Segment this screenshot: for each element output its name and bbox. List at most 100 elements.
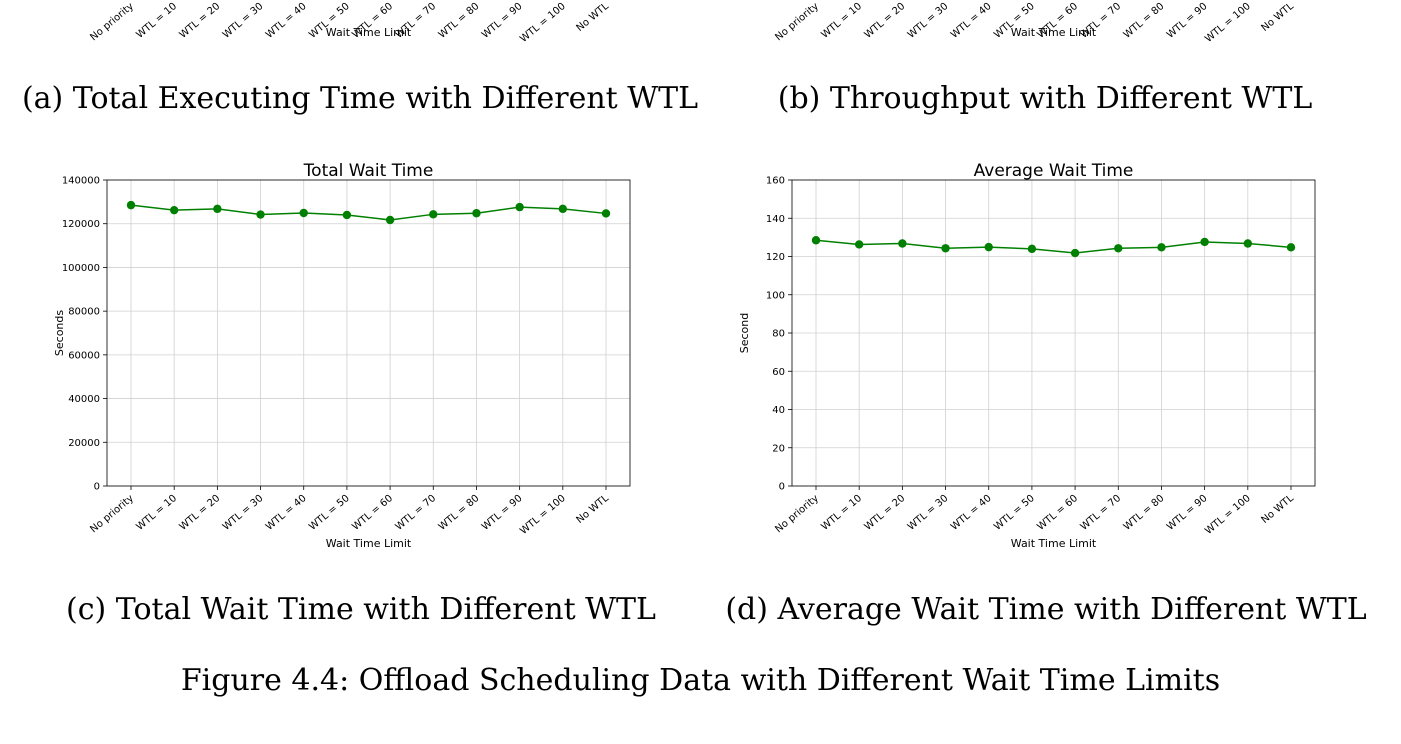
chart-b-x-tick-label: WTL = 80	[1122, 1, 1167, 41]
chart-d-x-axis-label: Wait Time Limit	[1011, 537, 1097, 550]
chart-d-title: Average Wait Time	[974, 161, 1134, 181]
chart-b-x-tick-label: No WTL	[1259, 1, 1296, 34]
chart-c-data-point	[385, 215, 395, 225]
chart-c-y-tick-label: 0	[94, 482, 100, 493]
chart-c-data-point	[299, 208, 308, 218]
chart-d-data-point	[811, 236, 821, 245]
chart-c-y-tick-label: 100000	[62, 263, 100, 274]
chart-d-x-tick-label: WTL = 30	[906, 493, 951, 533]
chart-d-data-point	[854, 240, 864, 249]
chart-a-x-tick-label: No WTL	[574, 1, 611, 34]
chart-d-series-line	[815, 239, 1292, 254]
chart-d-x-tick-label: WTL = 40	[949, 493, 994, 533]
chart-c-x-tick-label: WTL = 80	[437, 493, 482, 533]
chart-total-wait-time: 0 20000 40000 60000 80000 100000 120000 140000 N…	[53, 161, 631, 550]
chart-a-x-tick-label: WTL = 20	[178, 1, 223, 41]
chart-d-y-tick-label: 80	[772, 329, 785, 340]
chart-c-data-point	[429, 210, 438, 219]
chart-d-data-point	[984, 242, 993, 252]
chart-a-x-tick-label: WTL = 80	[437, 1, 482, 41]
chart-a-x-tick-label: WTL = 10	[134, 1, 179, 41]
caption-b: (b) Throughput with Different WTL	[777, 81, 1313, 116]
chart-d-plot-frame	[791, 179, 1316, 487]
chart-c-y-tick-label: 80000	[68, 307, 100, 318]
figure-caption: Figure 4.4: Offload Scheduling Data with…	[180, 663, 1221, 698]
chart-d-x-tick-label: No priority	[773, 493, 821, 535]
chart-b-x-tick-label: WTL = 90	[1165, 1, 1210, 41]
chart-d-x-tick-label: WTL = 10	[819, 493, 864, 533]
chart-c-y-axis-label: Seconds	[53, 310, 66, 356]
chart-c-data-point	[256, 210, 265, 219]
chart-c-x-tick-label: No WTL	[574, 493, 611, 526]
chart-c-x-tick-label: No priority	[88, 493, 136, 535]
chart-b-x-tick-label: WTL = 30	[906, 1, 951, 41]
chart-c-series-line	[130, 204, 607, 221]
chart-c-gridlines	[107, 179, 630, 487]
chart-c-data-point	[126, 200, 136, 210]
chart-d-x-tick-label: WTL = 80	[1122, 493, 1167, 533]
chart-d-data-point	[941, 244, 950, 253]
chart-c-x-tick-label: WTL = 60	[350, 493, 395, 533]
chart-c-data-point	[169, 205, 179, 215]
chart-c-y-tick-label: 120000	[62, 219, 100, 230]
chart-b-x-tick-label: WTL = 40	[949, 1, 994, 41]
chart-d-y-tick-label: 40	[772, 405, 785, 416]
chart-c-x-tick-label: WTL = 100	[518, 493, 568, 537]
chart-c-x-tick-label: WTL = 10	[134, 493, 179, 533]
chart-d-y-tick-label: 100	[766, 290, 785, 301]
caption-d: (d) Average Wait Time with Different WTL	[725, 592, 1367, 627]
chart-a-x-tick-label: No priority	[88, 1, 136, 43]
chart-d-data-point	[1027, 244, 1037, 254]
chart-c-x-tick-label: WTL = 50	[307, 493, 352, 533]
chart-d-y-axis-label: Second	[738, 313, 751, 353]
chart-d-data-point	[1243, 239, 1253, 248]
chart-c-x-axis-label: Wait Time Limit	[326, 537, 412, 550]
chart-d-x-tick-label: WTL = 100	[1203, 493, 1253, 537]
chart-c-x-tick-label: WTL = 30	[221, 493, 266, 533]
chart-d-x-tick-label: No WTL	[1259, 493, 1296, 526]
chart-d-data-point	[1286, 243, 1296, 252]
chart-d-y-tick-label: 160	[766, 176, 785, 187]
chart-c-title: Total Wait Time	[303, 161, 434, 181]
chart-d-data-point	[1070, 248, 1080, 258]
chart-c-data-point	[558, 204, 568, 214]
chart-d-y-tick-label: 0	[779, 482, 785, 493]
chart-d-data-point	[1157, 243, 1166, 252]
chart-a-x-tick-label: WTL = 90	[480, 1, 525, 41]
chart-c-data-point	[342, 210, 352, 220]
caption-a: (a) Total Executing Time with Different …	[21, 81, 699, 116]
chart-c-y-tick-label: 140000	[62, 176, 100, 187]
chart-d-x-tick-label: WTL = 50	[992, 493, 1037, 533]
chart-c-x-tick-label: WTL = 40	[264, 493, 309, 533]
chart-c-data-point	[213, 204, 222, 214]
chart-d-x-tick-label: WTL = 70	[1079, 493, 1124, 533]
chart-d-y-tick-label: 140	[766, 214, 785, 225]
chart-b-x-tick-label: No priority	[773, 1, 821, 43]
chart-c-plot-frame	[106, 179, 631, 487]
chart-c-x-tick-label: WTL = 20	[178, 493, 223, 533]
chart-c-y-tick-label: 20000	[68, 438, 100, 449]
chart-b-x-tick-label: WTL = 100	[1203, 1, 1253, 44]
chart-d-data-point	[1114, 244, 1123, 253]
chart-a-x-tick-label: WTL = 30	[221, 1, 266, 41]
chart-c-data-point	[472, 209, 481, 218]
chart-b-x-axis-label: Wait Time Limit	[1011, 26, 1097, 39]
chart-c-x-tick-label: WTL = 70	[394, 493, 439, 533]
chart-a-x-tick-label: WTL = 100	[518, 1, 568, 44]
chart-d-gridlines	[792, 179, 1315, 487]
chart-b-x-tick-label: WTL = 20	[863, 1, 908, 41]
chart-d-data-point	[898, 239, 907, 248]
caption-c: (c) Total Wait Time with Different WTL	[66, 592, 656, 627]
chart-d-y-tick-label: 20	[772, 443, 785, 454]
chart-d-y-tick-label: 120	[766, 252, 785, 263]
chart-b-x-tick-label: WTL = 10	[819, 1, 864, 41]
chart-d-y-tick-label: 60	[772, 367, 785, 378]
chart-c-y-tick-label: 40000	[68, 394, 100, 405]
chart-c-data-point	[515, 202, 524, 212]
chart-c-y-tick-label: 60000	[68, 350, 100, 361]
chart-c-x-tick-label: WTL = 90	[480, 493, 525, 533]
chart-d-x-tick-label: WTL = 90	[1165, 493, 1210, 533]
chart-d-x-tick-label: WTL = 20	[863, 493, 908, 533]
